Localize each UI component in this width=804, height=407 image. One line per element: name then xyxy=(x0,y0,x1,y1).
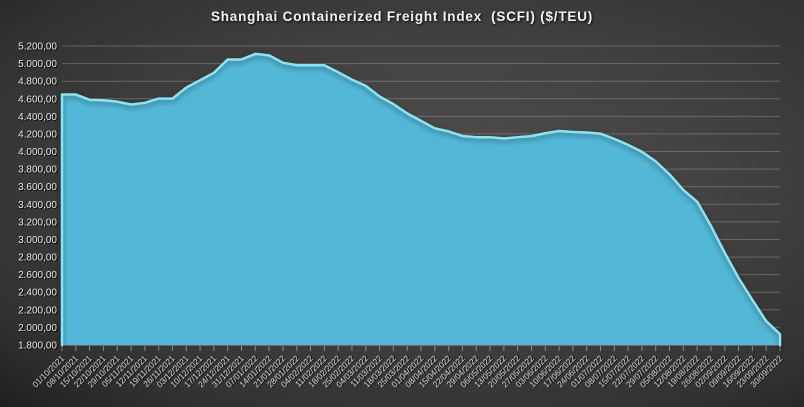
y-axis-label: 4.600,00 xyxy=(18,94,57,105)
y-axis-label: 2.800,00 xyxy=(18,253,57,264)
y-axis-label: 2.200,00 xyxy=(18,305,57,316)
y-axis-label: 3.000,00 xyxy=(18,235,57,246)
y-axis-label: 5.200,00 xyxy=(18,42,57,53)
y-axis-label: 4.400,00 xyxy=(18,112,57,123)
y-axis-label: 4.800,00 xyxy=(18,77,57,88)
y-axis-label: 4.000,00 xyxy=(18,147,57,158)
y-axis-label: 3.600,00 xyxy=(18,182,57,193)
y-axis-label: 2.400,00 xyxy=(18,288,57,299)
y-axis-label: 3.400,00 xyxy=(18,200,57,211)
y-axis-label: 1.800,00 xyxy=(18,341,57,352)
chart-title: Shanghai Containerized Freight Index (SC… xyxy=(210,9,594,24)
y-axis-label: 5.000,00 xyxy=(18,59,57,70)
y-axis-label: 2.600,00 xyxy=(18,270,57,281)
y-axis-label: 4.200,00 xyxy=(18,129,57,140)
area-series xyxy=(62,53,780,345)
y-axis-label: 3.200,00 xyxy=(18,217,57,228)
y-axis-label: 3.800,00 xyxy=(18,165,57,176)
area-edge-line xyxy=(60,52,782,347)
y-axis-label: 2.000,00 xyxy=(18,323,57,334)
